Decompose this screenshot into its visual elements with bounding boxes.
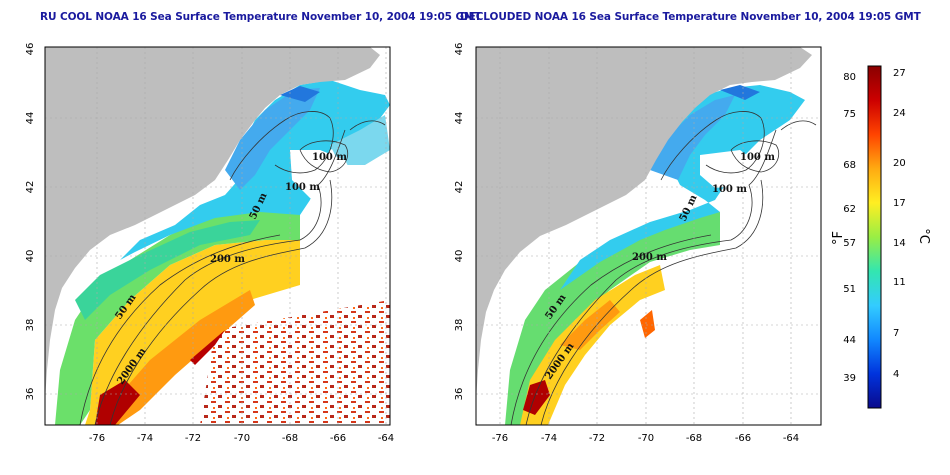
left-lon-tick-labels: -76 -74 -72 -70 -68 -66 -64 [89, 433, 394, 444]
celsius-unit-label: °C [916, 228, 931, 244]
celsius-tick: 14 [893, 238, 906, 249]
left-lon-tick: -66 [330, 433, 346, 444]
right-contour-label-100m-b: 100 m [712, 184, 747, 195]
left-contour-label-100m-a: 100 m [312, 152, 347, 163]
right-lon-tick: -66 [735, 433, 751, 444]
right-lat-tick: 36 [454, 388, 465, 401]
celsius-tick: 17 [893, 198, 906, 209]
celsius-tick: 20 [893, 158, 906, 169]
right-lon-tick: -70 [638, 433, 654, 444]
colorbar-celsius-ticks: 27 24 20 17 14 11 7 4 [893, 68, 906, 380]
right-lon-tick: -64 [783, 433, 799, 444]
left-map-frame [44, 46, 391, 426]
fahrenheit-tick: 80 [843, 72, 856, 83]
right-lon-tick: -74 [541, 433, 557, 444]
fahrenheit-tick: 57 [843, 238, 856, 249]
celsius-tick: 11 [893, 277, 906, 288]
right-land-mass [476, 47, 812, 400]
right-lon-tick: -76 [492, 433, 508, 444]
colorbar-fahrenheit-ticks: 80 75 68 62 57 51 44 39 [843, 72, 856, 384]
right-panel-title: DECLOUDED NOAA 16 Sea Surface Temperatur… [460, 11, 921, 23]
fahrenheit-tick: 44 [843, 335, 856, 346]
left-lon-tick: -64 [378, 433, 394, 444]
left-sst-field [55, 80, 390, 425]
right-lat-tick: 40 [454, 250, 465, 263]
right-lat-tick: 42 [454, 181, 465, 194]
fahrenheit-tick: 39 [843, 373, 856, 384]
fahrenheit-tick: 68 [843, 160, 856, 171]
left-land-mass [45, 47, 380, 400]
left-lat-tick: 40 [25, 250, 36, 263]
left-lat-tick-labels: 36 38 40 42 44 46 [25, 43, 36, 401]
right-contour-label-100m-a: 100 m [740, 152, 775, 163]
left-lat-tick: 46 [25, 43, 36, 56]
celsius-tick: 24 [893, 108, 906, 119]
right-grid [476, 47, 821, 425]
right-contour-label-200m: 200 m [632, 252, 667, 263]
left-grid [45, 47, 390, 425]
left-lon-tick: -76 [89, 433, 105, 444]
left-lat-tick: 44 [25, 112, 36, 125]
right-lon-tick: -68 [686, 433, 702, 444]
left-contour-label-100m-b: 100 m [285, 182, 320, 193]
celsius-tick: 7 [893, 328, 899, 339]
fahrenheit-tick: 51 [843, 284, 856, 295]
left-lon-tick: -68 [282, 433, 298, 444]
left-contour-label-200m: 200 m [210, 254, 245, 265]
left-lat-tick: 38 [25, 319, 36, 332]
left-lat-tick: 42 [25, 181, 36, 194]
left-lat-tick: 36 [25, 388, 36, 401]
colorbar-gradient [867, 65, 882, 409]
left-map-panel: 100 m 100 m 50 m 200 m 50 m 2000 m -76 -… [25, 43, 394, 444]
right-bathymetry-contours [510, 111, 817, 425]
right-map-frame [475, 46, 822, 426]
celsius-tick: 27 [893, 68, 906, 79]
temperature-colorbar: 80 75 68 62 57 51 44 39 27 24 20 17 14 1… [831, 65, 931, 409]
left-lon-tick: -72 [185, 433, 201, 444]
right-lat-tick: 38 [454, 319, 465, 332]
left-panel-title: RU COOL NOAA 16 Sea Surface Temperature … [40, 11, 482, 23]
right-lat-tick-labels: 36 38 40 42 44 46 [454, 43, 465, 401]
left-bathymetry-contours [79, 111, 386, 425]
right-lon-tick-labels: -76 -74 -72 -70 -68 -66 -64 [492, 433, 799, 444]
right-lat-tick: 44 [454, 112, 465, 125]
celsius-tick: 4 [893, 369, 899, 380]
right-lat-tick: 46 [454, 43, 465, 56]
left-lon-tick: -70 [234, 433, 250, 444]
fahrenheit-tick: 62 [843, 204, 856, 215]
fahrenheit-tick: 75 [843, 109, 856, 120]
right-map-panel: 100 m 100 m 50 m 200 m 50 m 2000 m -76 -… [454, 43, 822, 444]
left-lon-tick: -74 [137, 433, 153, 444]
right-lon-tick: -72 [589, 433, 605, 444]
fahrenheit-unit-label: °F [831, 231, 846, 245]
